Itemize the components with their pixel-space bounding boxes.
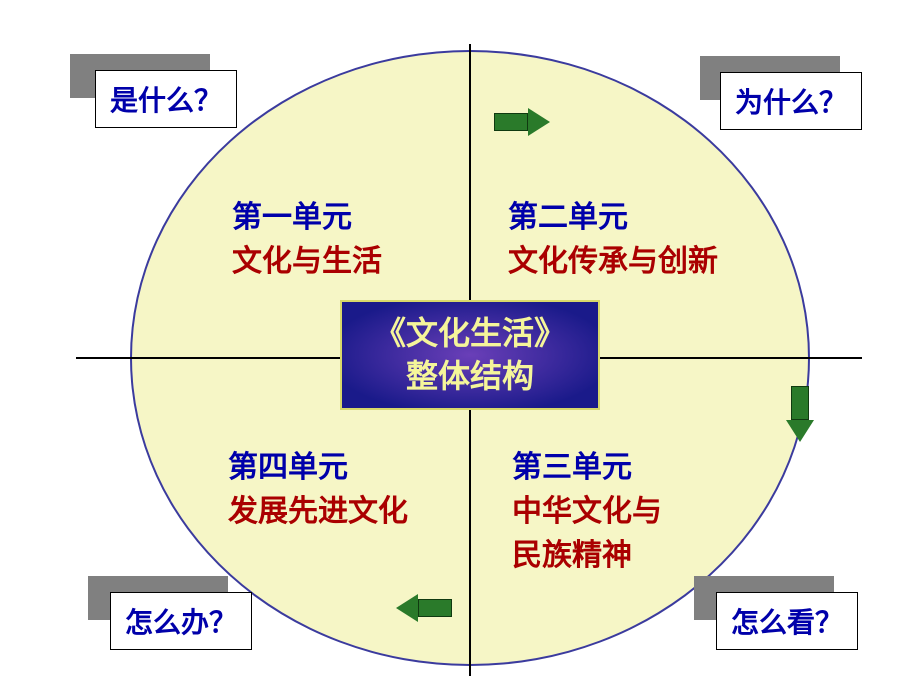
unit-q3-title: 第三单元 — [512, 442, 662, 486]
unit-q1-title: 第一单元 — [232, 192, 382, 236]
center-line2: 整体结构 — [406, 355, 534, 398]
corner-tr-label: 为什么？ — [720, 72, 862, 130]
arrow-right-head — [786, 420, 814, 442]
corner-tl-label: 是什么？ — [95, 70, 237, 128]
arrow-bottom-head — [396, 594, 418, 622]
unit-q2: 第二单元 文化传承与创新 — [508, 192, 718, 280]
unit-q2-title: 第二单元 — [508, 192, 718, 236]
unit-q4: 第四单元 发展先进文化 — [228, 442, 408, 530]
center-line1: 《文化生活》 — [374, 312, 566, 355]
arrow-top-head — [528, 108, 550, 136]
unit-q2-sub: 文化传承与创新 — [508, 236, 718, 280]
corner-bl-label: 怎么办？ — [110, 592, 252, 650]
unit-q4-sub: 发展先进文化 — [228, 486, 408, 530]
center-box: 《文化生活》 整体结构 — [340, 300, 600, 410]
arrow-bottom-body — [418, 599, 452, 617]
corner-br-label: 怎么看？ — [716, 592, 858, 650]
unit-q3-sub: 中华文化与 民族精神 — [512, 486, 662, 574]
arrow-right-body — [791, 386, 809, 420]
unit-q1-sub: 文化与生活 — [232, 236, 382, 280]
arrow-top-body — [494, 113, 528, 131]
unit-q3: 第三单元 中华文化与 民族精神 — [512, 442, 662, 574]
unit-q1: 第一单元 文化与生活 — [232, 192, 382, 280]
unit-q4-title: 第四单元 — [228, 442, 408, 486]
